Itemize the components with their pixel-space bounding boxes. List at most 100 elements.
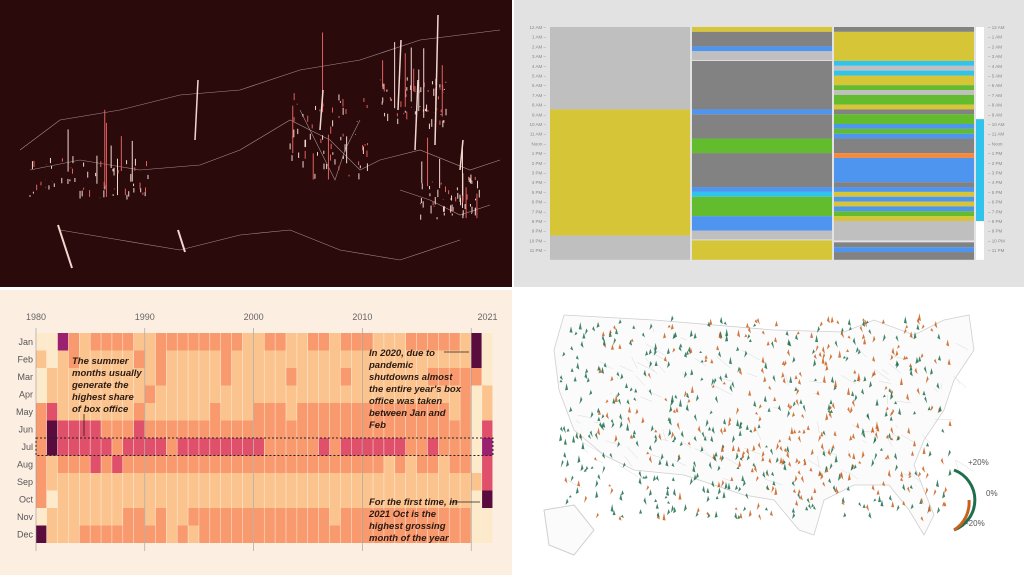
negative-spike: [774, 487, 778, 496]
heatmap-cell: [340, 455, 352, 473]
negative-spike: [885, 406, 889, 411]
negative-spike: [774, 320, 778, 327]
positive-spike: [620, 373, 624, 380]
heatmap-cell: [199, 490, 210, 508]
heatmap-cell: [373, 438, 384, 456]
heatmap-cell: [460, 473, 471, 491]
positive-spike: [834, 454, 838, 463]
positive-spike: [581, 441, 585, 450]
heatmap-cell: [242, 490, 254, 508]
positive-spike: [584, 328, 588, 336]
positive-spike: [792, 356, 796, 363]
positive-spike: [711, 480, 715, 488]
heatmap-cell: [177, 490, 188, 508]
positive-spike: [576, 362, 580, 370]
heatmap-cell: [210, 508, 221, 526]
positive-spike: [568, 495, 572, 498]
positive-spike: [565, 383, 569, 391]
positive-spike: [667, 509, 671, 516]
heatmap-cell: [405, 525, 417, 543]
positive-spike: [833, 384, 837, 391]
hour-label-left: 2 AM –: [532, 44, 547, 49]
heatmap-cell: [220, 368, 232, 386]
heatmap-cell: [231, 438, 243, 456]
heatmap-cell: [220, 350, 232, 368]
negative-spike: [856, 422, 860, 429]
negative-spike: [821, 356, 825, 364]
negative-spike: [758, 416, 762, 422]
positive-spike: [649, 323, 653, 330]
heatmap-cell: [362, 420, 373, 438]
heatmap-cell: [297, 385, 308, 403]
heatmap-cell: [210, 403, 221, 421]
negative-spike: [595, 512, 599, 519]
heatmap-cell: [210, 438, 221, 456]
negative-spike: [847, 387, 851, 396]
heatmap-cell: [275, 420, 286, 438]
negative-spike: [818, 470, 822, 477]
positive-spike: [762, 471, 766, 479]
month-label: Jul: [21, 442, 33, 452]
heatmap-cell: [79, 403, 90, 421]
heatmap-cell: [264, 490, 275, 508]
positive-spike: [902, 483, 906, 491]
positive-spike: [861, 388, 865, 395]
negative-spike: [672, 409, 676, 414]
heatmap-cell: [329, 508, 341, 526]
heatmap-cell: [405, 368, 417, 386]
heatmap-cell: [90, 368, 101, 386]
positive-spike: [560, 459, 564, 468]
heatmap-cell: [438, 420, 449, 438]
positive-spike: [752, 462, 756, 468]
heatmap-cell: [362, 525, 373, 543]
heatmap-cell: [199, 403, 210, 421]
hour-label-right: – 8 AM: [988, 103, 1002, 108]
heatmap-cell: [308, 473, 319, 491]
positive-spike: [654, 498, 658, 503]
heatmap-cell: [144, 473, 156, 491]
negative-spike: [900, 470, 904, 478]
negative-spike: [618, 515, 622, 521]
hour-label-left: 10 PM –: [529, 238, 546, 243]
negative-spike: [922, 446, 926, 455]
heatmap-cell: [395, 455, 406, 473]
negative-spike: [614, 434, 618, 443]
state-border: [599, 361, 613, 369]
heatmap-cell: [220, 525, 232, 543]
heatmap-cell: [57, 420, 69, 438]
heatmap-cell: [79, 508, 90, 526]
positive-spike: [612, 397, 616, 404]
heatmap-cell: [101, 508, 112, 526]
negative-spike: [697, 425, 701, 433]
activity-band-yellow: [834, 104, 974, 110]
positive-spike: [707, 426, 711, 431]
positive-spike: [570, 367, 574, 372]
negative-spike: [706, 511, 710, 516]
positive-spike: [619, 493, 623, 501]
heatmap-cell: [264, 438, 275, 456]
heatmap-cell: [438, 350, 449, 368]
negative-spike: [946, 339, 950, 347]
state-border: [636, 362, 655, 372]
negative-spike: [798, 371, 802, 378]
negative-spike: [797, 435, 801, 443]
positive-spike: [731, 381, 735, 389]
positive-spike: [771, 341, 775, 350]
heatmap-cell: [199, 368, 210, 386]
negative-spike: [886, 454, 890, 460]
tall-spike: [194, 79, 199, 141]
positive-spike: [648, 360, 652, 369]
heatmap-cell: [177, 438, 188, 456]
heatmap-cell: [449, 385, 460, 403]
heatmap-cell: [395, 473, 406, 491]
state-border: [847, 471, 858, 480]
heatmap-cell: [438, 438, 449, 456]
heatmap-cell: [253, 350, 264, 368]
positive-spike: [652, 475, 656, 482]
negative-spike: [719, 454, 723, 460]
coastline: [299, 109, 361, 181]
positive-spike: [710, 435, 714, 443]
state-border: [841, 375, 856, 384]
negative-spike: [928, 503, 932, 512]
heatmap-cell: [253, 333, 264, 351]
